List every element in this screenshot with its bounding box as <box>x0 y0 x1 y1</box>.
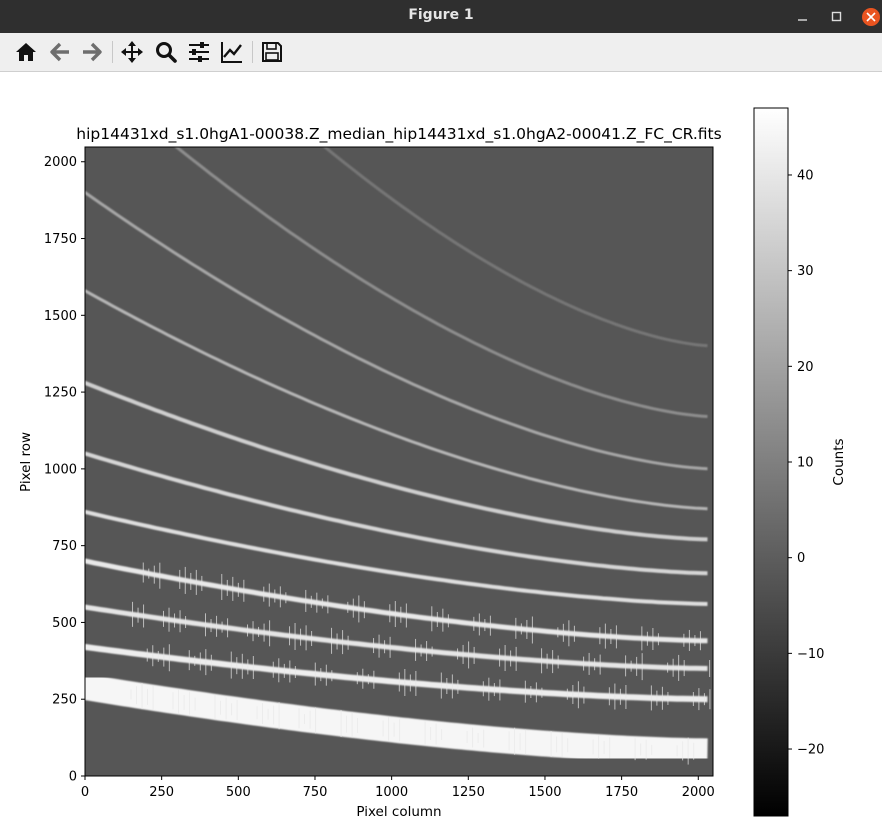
maximize-button[interactable] <box>822 0 852 33</box>
y-tick-label: 2000 <box>44 155 77 170</box>
y-tick-label: 1250 <box>44 386 77 401</box>
spectral-order <box>85 288 708 511</box>
pan-button[interactable] <box>118 38 146 66</box>
emission-lines <box>130 562 711 765</box>
image-background <box>85 147 713 776</box>
y-tick-label: 0 <box>69 770 77 785</box>
colorbar-label: Counts <box>831 438 847 485</box>
forward-button[interactable] <box>78 38 106 66</box>
colorbar-ticks: −20 −10 0 10 20 30 40 <box>788 168 824 758</box>
plot-title: hip14431xd_s1.0hgA1-00038.Z_median_hip14… <box>76 125 721 144</box>
toolbar-separator <box>252 41 253 63</box>
y-tick-label: 500 <box>52 616 77 631</box>
spectral-orders <box>85 147 708 765</box>
spectral-order <box>85 190 708 471</box>
window-titlebar: Figure 1 <box>0 0 882 33</box>
close-button[interactable] <box>856 0 882 33</box>
x-tick-label: 1000 <box>375 785 408 800</box>
zoom-button[interactable] <box>152 38 180 66</box>
y-tick-label: 1000 <box>44 462 77 477</box>
arrow-left-icon <box>50 42 69 62</box>
configure-subplots-button[interactable] <box>185 38 213 66</box>
minimize-icon <box>798 18 807 21</box>
save-button[interactable] <box>258 38 286 66</box>
colorbar-tick-label: 40 <box>797 168 814 183</box>
colorbar-tick-label: 20 <box>797 360 814 375</box>
spectral-order <box>85 509 708 606</box>
colorbar <box>753 107 789 817</box>
spectral-order <box>85 380 708 542</box>
maximize-icon <box>831 11 842 21</box>
plot-figure: hip14431xd_s1.0hgA1-00038.Z_median_hip14… <box>18 107 847 820</box>
spectral-order <box>85 604 708 671</box>
edit-axis-button[interactable] <box>218 38 246 66</box>
image-frame <box>84 146 714 777</box>
line-chart-icon <box>221 42 242 63</box>
y-tick-label: 250 <box>52 693 77 708</box>
x-tick-label: 500 <box>226 785 251 800</box>
spectral-order <box>174 147 708 418</box>
x-tick-label: 1750 <box>605 785 638 800</box>
navigation-toolbar <box>0 33 882 72</box>
sliders-icon <box>189 42 209 62</box>
colorbar-tick-label: 10 <box>797 456 814 471</box>
move-icon <box>121 41 143 63</box>
back-button[interactable] <box>46 38 74 66</box>
y-tick-label: 750 <box>52 539 77 554</box>
minimize-button[interactable] <box>788 0 818 33</box>
home-button[interactable] <box>12 38 40 66</box>
spectral-order <box>85 451 708 576</box>
close-icon <box>862 7 880 26</box>
colorbar-tick-label: −20 <box>797 743 824 758</box>
y-axis: 0 250 500 750 1000 1250 1500 1750 2000 <box>44 155 85 785</box>
x-tick-label: 0 <box>81 785 89 800</box>
home-icon <box>16 43 36 61</box>
x-tick-label: 1500 <box>528 785 561 800</box>
y-axis-label: Pixel row <box>18 432 34 492</box>
spectral-order <box>85 643 708 703</box>
y-tick-label: 1500 <box>44 309 77 324</box>
x-axis-label: Pixel column <box>356 804 441 820</box>
window-title: Figure 1 <box>408 7 474 23</box>
magnifier-icon <box>156 42 177 63</box>
arrow-right-icon <box>83 42 102 62</box>
toolbar-separator <box>112 41 113 63</box>
colorbar-tick-label: 0 <box>797 551 805 566</box>
x-tick-label: 2000 <box>682 785 715 800</box>
y-tick-label: 1750 <box>44 232 77 247</box>
floppy-disk-icon <box>262 42 282 62</box>
colorbar-tick-label: −10 <box>797 647 824 662</box>
x-axis: 0 250 500 750 1000 1250 1500 1750 2000 <box>81 776 715 800</box>
x-tick-label: 750 <box>303 785 328 800</box>
x-tick-label: 250 <box>149 785 174 800</box>
colorbar-tick-label: 30 <box>797 264 814 279</box>
spectral-order <box>322 147 708 348</box>
x-tick-label: 1250 <box>452 785 485 800</box>
spectral-order <box>85 558 708 644</box>
